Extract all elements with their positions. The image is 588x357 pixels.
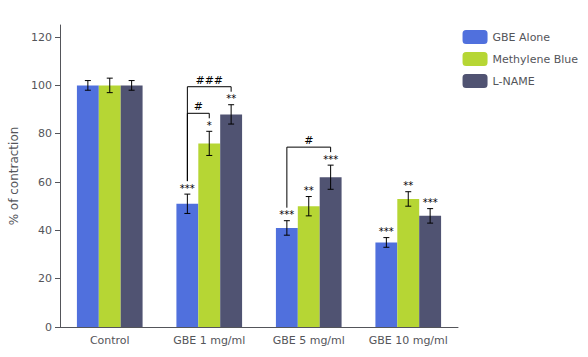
svg-text:100: 100 (31, 79, 52, 92)
svg-text:Methylene Blue: Methylene Blue (493, 53, 579, 66)
svg-text:L-NAME: L-NAME (493, 75, 535, 88)
svg-text:60: 60 (38, 176, 52, 189)
svg-text:20: 20 (38, 272, 52, 285)
svg-text:***: *** (279, 209, 294, 220)
svg-text:GBE Alone: GBE Alone (493, 31, 551, 44)
svg-text:% of contraction: % of contraction (7, 127, 21, 226)
svg-text:***: *** (323, 154, 338, 165)
svg-text:0: 0 (45, 321, 52, 334)
svg-text:GBE 10 mg/ml: GBE 10 mg/ml (369, 334, 448, 347)
svg-text:###: ### (195, 74, 223, 87)
svg-text:Control: Control (90, 334, 130, 347)
svg-text:GBE 5 mg/ml: GBE 5 mg/ml (273, 334, 345, 347)
svg-text:***: *** (423, 197, 438, 208)
svg-text:80: 80 (38, 127, 52, 140)
svg-text:40: 40 (38, 224, 52, 237)
svg-text:120: 120 (31, 31, 52, 44)
svg-text:#: # (304, 134, 313, 147)
svg-text:**: ** (304, 185, 314, 196)
svg-text:**: ** (226, 93, 236, 104)
svg-text:GBE 1 mg/ml: GBE 1 mg/ml (173, 334, 245, 347)
svg-text:**: ** (403, 180, 413, 191)
svg-text:***: *** (379, 226, 394, 237)
svg-text:*: * (207, 120, 212, 131)
svg-text:#: # (194, 100, 203, 113)
svg-text:***: *** (180, 183, 195, 194)
